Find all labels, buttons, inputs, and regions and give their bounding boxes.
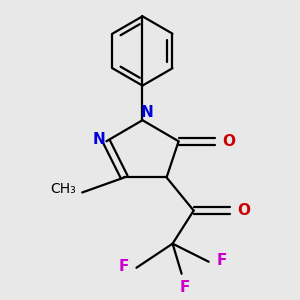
Text: O: O [237, 203, 250, 218]
Text: O: O [222, 134, 235, 149]
Text: N: N [141, 105, 153, 120]
Text: CH₃: CH₃ [50, 182, 76, 197]
Text: F: F [179, 280, 190, 295]
Text: N: N [92, 132, 105, 147]
Text: F: F [216, 253, 226, 268]
Text: F: F [118, 259, 129, 274]
